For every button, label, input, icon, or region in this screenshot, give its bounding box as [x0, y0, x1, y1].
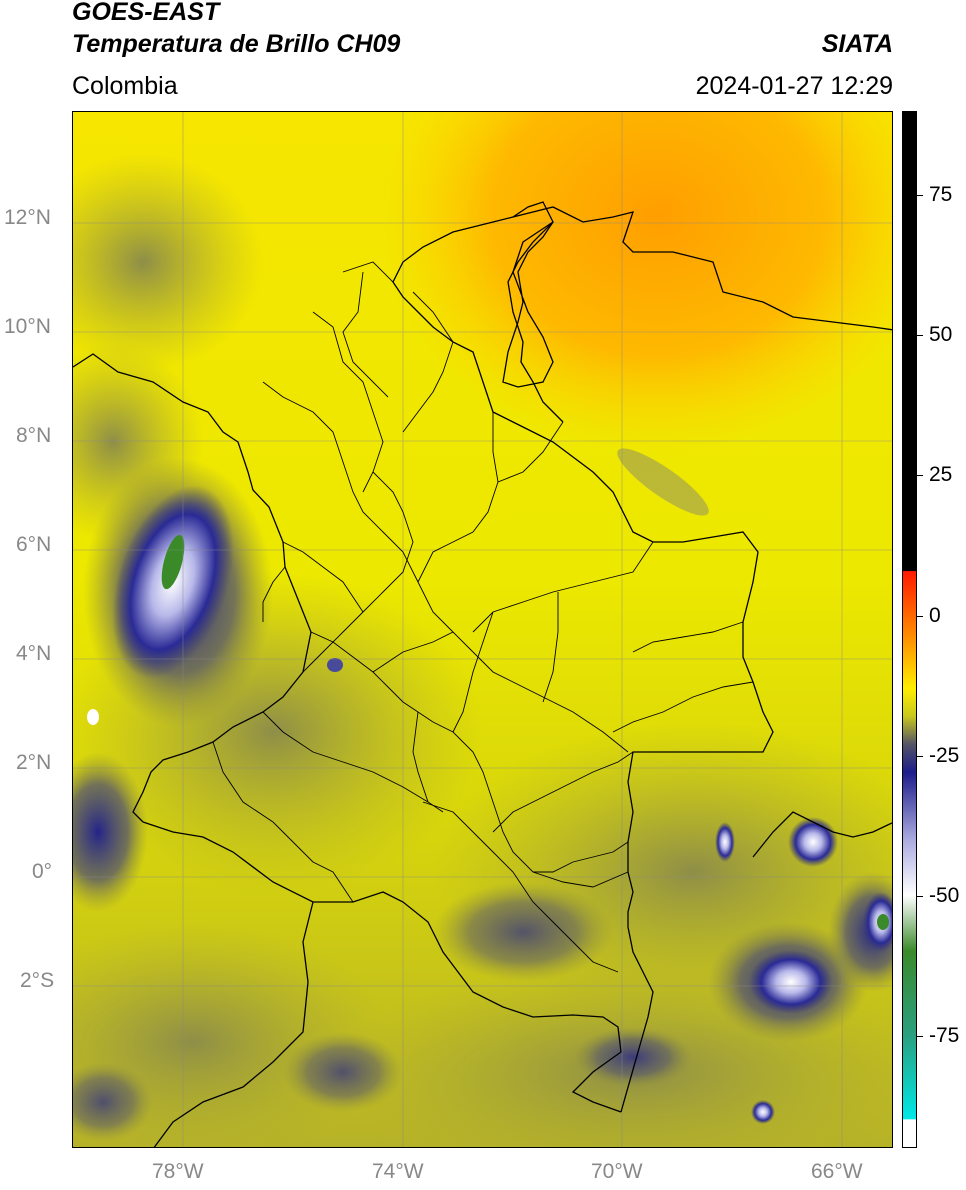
lon-label-78w: 78°W [152, 1160, 204, 1183]
cold-cell-ne [788, 817, 838, 867]
cold-cell-inland [327, 658, 343, 672]
colorbar-tick-mark [917, 755, 923, 757]
cloud-band-nw [73, 152, 263, 372]
colorbar-tick-mark [917, 195, 923, 197]
cloud-cluster-sw-corner [73, 1062, 153, 1142]
colorbar-tick-label: 50 [929, 323, 953, 347]
lat-label-12n: 12°N [4, 206, 51, 229]
cold-cell-isolated [87, 709, 99, 725]
colorbar-tick-label: -25 [929, 743, 960, 767]
warm-region [273, 112, 892, 632]
cold-cell-south [751, 1100, 775, 1124]
colorbar-tick-label: 75 [929, 183, 953, 207]
lat-label-10n: 10°N [4, 315, 51, 338]
convective-cell-amazon [749, 950, 833, 1014]
coldest-core-east [877, 914, 889, 930]
lat-label-6n: 6°N [16, 533, 52, 556]
brightness-temperature-field [73, 112, 892, 1147]
cloud-cluster-sse [573, 1027, 693, 1087]
colorbar-tick-mark [917, 895, 923, 897]
lon-label-70w: 70°W [591, 1160, 643, 1183]
colorbar-tick-mark [917, 335, 923, 337]
lat-label-2s: 2°S [20, 969, 55, 992]
lon-label-74w: 74°W [372, 1160, 424, 1183]
department-borders [212, 261, 754, 973]
datetime-label: 2024-01-27 12:29 [695, 72, 893, 100]
cold-cell-small [715, 822, 735, 862]
lat-label-8n: 8°N [16, 424, 52, 447]
product-title: Temperatura de Brillo CH09 [72, 30, 401, 58]
coldest-core-pacific [161, 534, 185, 590]
colorbar-tick-label: 0 [929, 603, 941, 627]
cloud-streak-llanos [617, 448, 709, 516]
colorbar-tick-mark [917, 475, 923, 477]
brand-label: SIATA [821, 30, 893, 58]
lon-label-66w: 66°W [811, 1160, 863, 1183]
region-label: Colombia [72, 72, 178, 100]
lat-label-0: 0° [32, 860, 53, 883]
cloud-cluster-ssw [283, 1032, 403, 1112]
satellite-title: GOES-EAST [72, 0, 220, 26]
cloud-cluster-coast [73, 752, 148, 912]
colorbar-tick-label: -50 [929, 883, 960, 907]
country-borders [73, 201, 892, 1147]
lat-label-4n: 4°N [16, 642, 52, 665]
colorbar-tick-label: 25 [929, 463, 953, 487]
satellite-map [72, 111, 893, 1148]
colorbar [902, 111, 917, 1148]
lat-label-2n: 2°N [16, 751, 52, 774]
colorbar-tick-mark [917, 1035, 923, 1037]
cloud-cluster-putumayo [433, 882, 613, 982]
colorbar-tick-label: -75 [929, 1023, 960, 1047]
colorbar-tick-mark [917, 615, 923, 617]
